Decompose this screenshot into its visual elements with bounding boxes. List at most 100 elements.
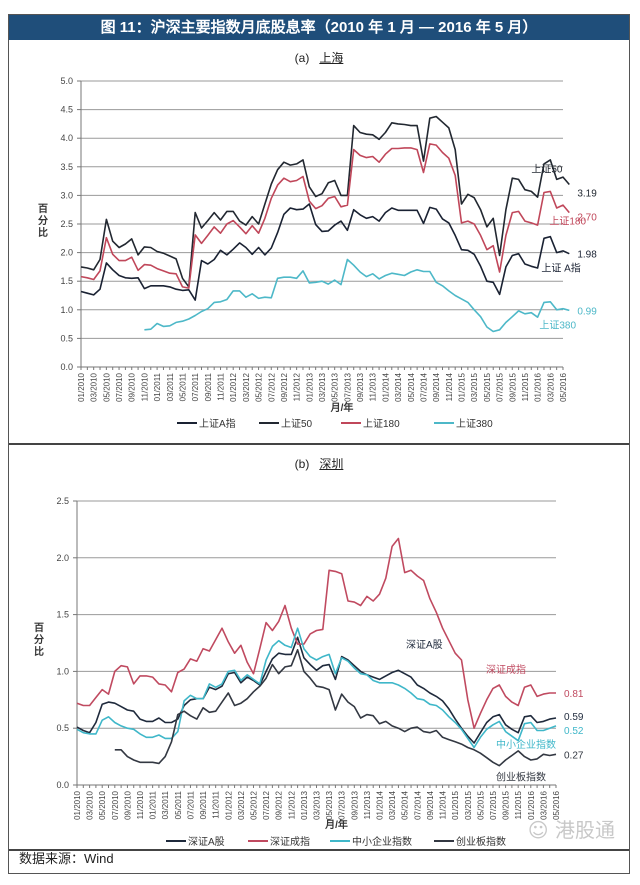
x-tick-label: 05/2014	[407, 372, 416, 401]
x-tick-label: 01/2014	[376, 790, 385, 819]
x-tick-label: 07/2011	[186, 790, 195, 819]
end-value-label: 3.19	[577, 189, 597, 200]
x-tick-label: 05/2012	[255, 372, 264, 401]
x-tick-label: 09/2012	[280, 372, 289, 401]
end-value-label: 2.70	[577, 213, 597, 224]
x-tick-label: 03/2012	[237, 790, 246, 819]
chart-shanghai: 0.0 0.5 1.0 1.5 2.0 2.5 3.0 3.5 4.0 4.5 5.0 百分比 01/2…	[38, 76, 597, 430]
series-line	[80, 203, 570, 301]
y-axis-label: 比	[38, 226, 48, 239]
x-tick-label: 07/2015	[496, 372, 505, 401]
y-axis-label: 比	[34, 645, 44, 658]
panel-b-name: 深圳	[319, 457, 344, 471]
x-tick-label: 01/2011	[149, 790, 158, 819]
figure-title: 图 11：沪深主要指数月底股息率（2010 年 1 月 — 2016 年 5 月…	[9, 15, 629, 40]
legend-label: 上证180	[363, 418, 400, 430]
series-inline-label: 中小企业指数	[496, 738, 556, 751]
x-tick-label: 05/2016	[559, 372, 568, 401]
x-tick-label: 05/2016	[552, 790, 561, 819]
x-tick-label: 09/2013	[350, 790, 359, 819]
x-tick-label: 07/2015	[489, 790, 498, 819]
x-tick-label: 09/2013	[356, 372, 365, 401]
x-tick-label: 09/2015	[502, 790, 511, 819]
x-tick-label: 03/2014	[388, 790, 397, 819]
x-tick-label: 09/2011	[204, 372, 213, 401]
x-tick-label: 01/2012	[224, 790, 233, 819]
legend-item: 上证50	[259, 418, 313, 430]
x-tick-label: 03/2015	[470, 372, 479, 401]
legend-item: 深证A股	[166, 836, 225, 848]
x-tick-label: 03/2011	[161, 790, 170, 819]
x-tick-label: 07/2013	[343, 372, 352, 401]
panel-b-title: (b) 深圳	[9, 455, 629, 472]
panel-divider	[9, 443, 629, 445]
y-tick-label: 0.0	[56, 780, 69, 790]
x-tick-label: 01/2012	[229, 372, 238, 401]
y-tick-label: 1.0	[60, 305, 73, 315]
y-tick-label: 2.5	[56, 496, 69, 506]
x-tick-label: 05/2012	[249, 790, 258, 819]
x-tick-label: 05/2011	[178, 372, 187, 401]
y-tick-label: 1.5	[56, 610, 69, 620]
x-tick-label: 01/2014	[381, 372, 390, 401]
y-tick-label: 5.0	[60, 76, 73, 86]
x-tick-label: 07/2013	[338, 790, 347, 819]
series-inline-label: 上证50	[531, 164, 563, 176]
x-tick-label: 11/2010	[140, 372, 149, 401]
x-tick-label: 11/2011	[212, 790, 221, 818]
wechat-icon: ☺	[527, 818, 555, 842]
series-line	[76, 537, 556, 730]
x-tick-label: 07/2010	[115, 372, 124, 401]
legend-label: 上证380	[456, 418, 493, 430]
x-tick-label: 03/2015	[464, 790, 473, 819]
y-tick-label: 4.0	[60, 133, 73, 143]
x-tick-label: 01/2011	[153, 372, 162, 401]
y-tick-label: 0.5	[56, 723, 69, 733]
series-line	[80, 143, 570, 289]
x-tick-label: 05/2015	[476, 790, 485, 819]
x-tick-label: 07/2012	[267, 372, 276, 401]
y-tick-label: 1.0	[56, 666, 69, 676]
x-tick-label: 07/2012	[262, 790, 271, 819]
end-value-label: 0.52	[564, 726, 584, 737]
end-value-label: 0.99	[577, 306, 597, 317]
x-tick-label: 03/2016	[539, 790, 548, 819]
x-tick-label: 11/2013	[363, 790, 372, 819]
series-inline-label: 深证A股	[406, 639, 443, 651]
y-tick-label: 4.5	[60, 105, 73, 115]
x-tick-label: 09/2014	[426, 790, 435, 819]
source-divider	[9, 849, 629, 851]
x-tick-label: 11/2015	[514, 790, 523, 819]
x-tick-label: 05/2013	[331, 372, 340, 401]
x-axis-label: 月/年	[324, 818, 348, 831]
legend-label: 上证50	[281, 418, 313, 430]
legend-label: 深证A股	[188, 836, 225, 848]
legend-item: 上证A指	[177, 417, 236, 430]
x-tick-label: 09/2014	[432, 372, 441, 401]
legend-label: 创业板指数	[456, 835, 506, 848]
x-tick-label: 11/2014	[445, 372, 454, 401]
y-tick-label: 1.5	[60, 276, 73, 286]
x-tick-label: 11/2011	[217, 372, 226, 400]
end-value-label: 0.81	[564, 689, 584, 700]
x-tick-label: 11/2014	[439, 790, 448, 819]
end-value-label: 1.98	[577, 250, 597, 261]
x-tick-label: 07/2014	[413, 790, 422, 819]
x-axis-label: 月/年	[330, 401, 354, 414]
x-tick-label: 01/2015	[458, 372, 467, 401]
panel-b-label: (b)	[294, 457, 310, 471]
y-tick-label: 3.0	[60, 190, 73, 200]
x-tick-label: 09/2010	[128, 372, 137, 401]
panel-a-label: (a)	[294, 51, 310, 65]
y-tick-label: 3.5	[60, 162, 73, 172]
x-tick-label: 01/2015	[451, 790, 460, 819]
watermark: ☺ 港股通	[528, 814, 615, 843]
x-tick-label: 05/2010	[102, 372, 111, 401]
series-line	[76, 627, 557, 749]
x-tick-label: 11/2013	[369, 372, 378, 401]
series-line	[80, 115, 570, 288]
x-tick-label: 11/2012	[287, 790, 296, 819]
x-tick-label: 03/2010	[90, 372, 99, 401]
x-tick-label: 01/2010	[73, 790, 82, 819]
